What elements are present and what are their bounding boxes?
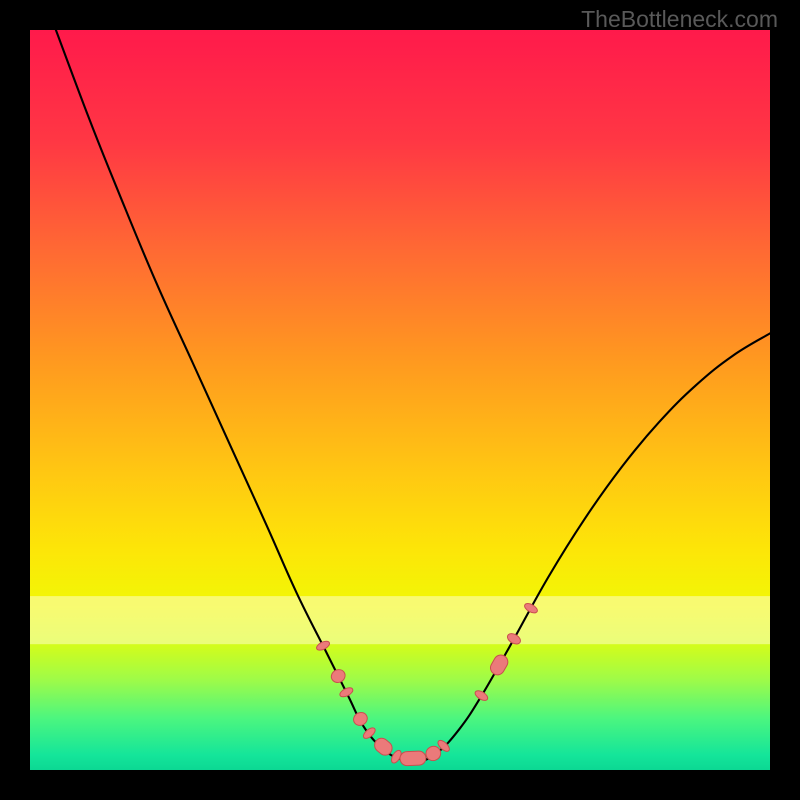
bottleneck-chart xyxy=(0,0,800,800)
curve-marker xyxy=(400,751,426,766)
highlight-band xyxy=(30,596,770,644)
chart-container: TheBottleneck.com xyxy=(0,0,800,800)
gradient-plot-area xyxy=(30,30,770,770)
watermark-text: TheBottleneck.com xyxy=(581,6,778,33)
